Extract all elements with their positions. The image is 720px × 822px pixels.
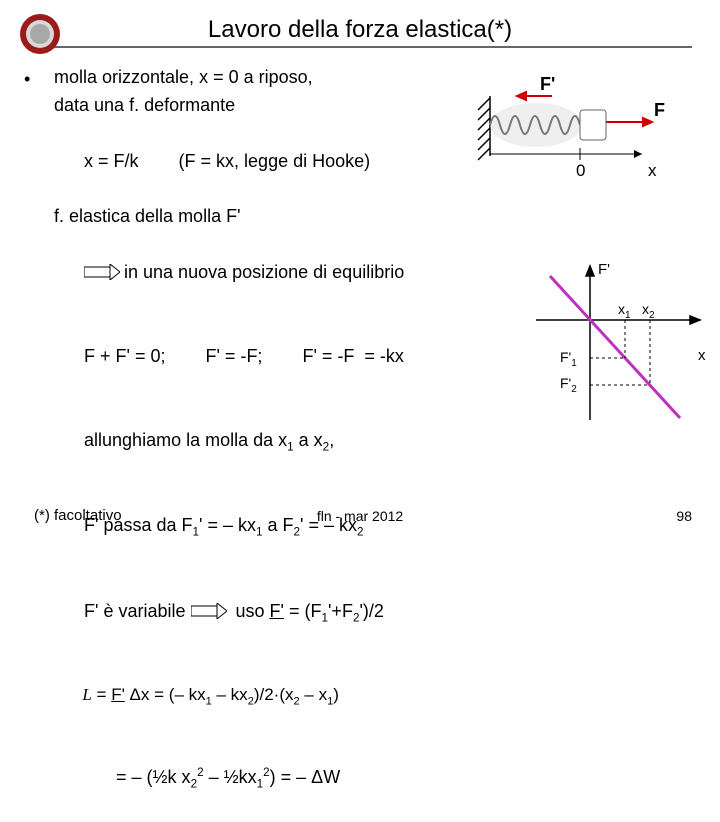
spring-label-0: 0 bbox=[576, 161, 585, 180]
line-5-text: in una nuova posizione di equilibrio bbox=[124, 262, 404, 282]
line-4: f. elastica della molla F' bbox=[42, 203, 696, 231]
line-10: L = F' Δx = (– kx1 – kx2)/2·(x2 – x1) bbox=[42, 655, 696, 736]
slide-title: Lavoro della forza elastica(*) bbox=[24, 16, 696, 44]
hooke-line bbox=[550, 276, 680, 418]
l10e: – x bbox=[300, 685, 327, 704]
l8-sub2b: 2 bbox=[357, 526, 364, 539]
l9d: '+F bbox=[328, 601, 353, 621]
university-crest-logo bbox=[18, 12, 62, 56]
l10b: Δx = (– kx bbox=[125, 685, 206, 704]
line-6a: F + F' = 0; bbox=[84, 346, 165, 366]
l10-Fbar: F' bbox=[111, 685, 125, 704]
F-arrow-icon bbox=[606, 118, 652, 126]
line-6b: F' = -F; bbox=[206, 346, 263, 366]
l9c: = (F bbox=[284, 601, 322, 621]
graph-x1: x1 bbox=[618, 301, 631, 321]
l9e: ')/2 bbox=[359, 601, 383, 621]
implies-arrow-icon bbox=[84, 264, 120, 280]
footer-note: (*) facoltativo bbox=[34, 507, 122, 524]
l10-eq: = bbox=[92, 685, 111, 704]
line-6c: F' = -F = -kx bbox=[302, 346, 403, 366]
spring-label-Fprime: F' bbox=[540, 76, 555, 94]
graph-ylabel: F' bbox=[598, 261, 610, 278]
line-3b: (F = kx, legge di Hooke) bbox=[179, 151, 371, 171]
l7a: allunghiamo la molla da x bbox=[84, 430, 287, 450]
l11b: – ½kx bbox=[204, 767, 257, 787]
mass-block-icon bbox=[580, 110, 606, 140]
l9a: F' è variabile bbox=[84, 601, 190, 621]
l11-sub-x1: 1 bbox=[257, 778, 264, 791]
l10f: ) bbox=[333, 685, 339, 704]
spring-coil-icon bbox=[490, 103, 582, 147]
line-9: F' è variabile uso F' = (F1'+F2')/2 bbox=[42, 570, 696, 656]
title-divider bbox=[28, 46, 692, 48]
line-8: F' passa da F1' = – kx1 a F2' = – kx2 bbox=[42, 484, 696, 570]
wall-icon bbox=[478, 96, 490, 160]
force-graph: F' x x1 x2 F'1 F'2 bbox=[530, 260, 710, 430]
l11c: ) = – ΔW bbox=[270, 767, 341, 787]
graph-F1: F'1 bbox=[560, 349, 577, 369]
graph-F2: F'2 bbox=[560, 375, 577, 395]
l9b: uso bbox=[231, 601, 270, 621]
l10-L: L bbox=[82, 685, 91, 704]
line-3a: x = F/k bbox=[84, 151, 139, 171]
spring-label-F: F bbox=[654, 100, 665, 120]
baseline-arrow-icon bbox=[490, 150, 642, 158]
page-number: 98 bbox=[676, 508, 692, 524]
graph-xlabel: x bbox=[698, 347, 706, 364]
l11-sub-x2: 2 bbox=[191, 778, 198, 791]
l7b: a x bbox=[294, 430, 323, 450]
l10d: )/2·(x bbox=[254, 685, 294, 704]
implies-arrow-icon-2 bbox=[191, 603, 227, 619]
line-11: = – (½k x22 – ½kx12) = – ΔW bbox=[42, 736, 696, 822]
l8c: a F bbox=[263, 515, 294, 535]
l9-Fbar: F' bbox=[270, 601, 284, 621]
l7c: , bbox=[329, 430, 334, 450]
footer-center: fln - mar 2012 bbox=[317, 508, 403, 524]
spring-label-x: x bbox=[648, 161, 657, 180]
l10c: – kx bbox=[212, 685, 248, 704]
graph-x2: x2 bbox=[642, 301, 655, 321]
l8b: ' = – kx bbox=[199, 515, 256, 535]
bullet-dot: • bbox=[24, 66, 30, 94]
spring-diagram: F' F 0 x bbox=[472, 76, 672, 186]
l11a: = – (½k x bbox=[106, 767, 191, 787]
